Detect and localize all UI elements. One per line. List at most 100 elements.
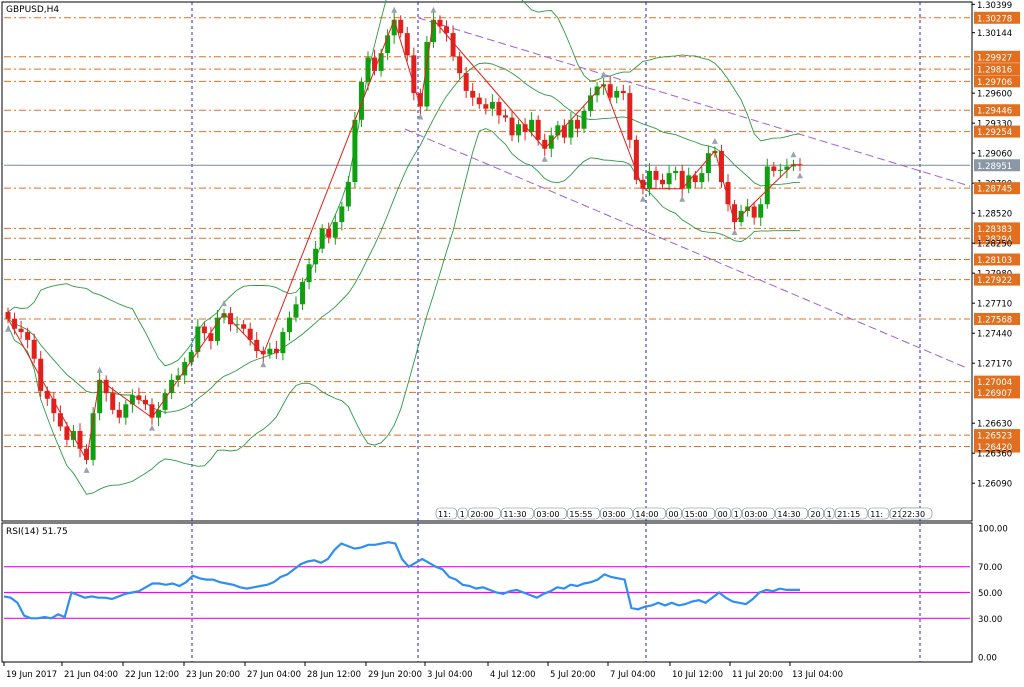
bearish-candle xyxy=(38,358,44,391)
bearish-candle xyxy=(561,125,567,138)
fractal-arrow-icon xyxy=(541,155,548,162)
bearish-candle xyxy=(5,312,11,319)
level-price-label-bg xyxy=(974,222,1020,235)
level-price-label-bg xyxy=(974,429,1020,442)
bullish-candle xyxy=(568,119,574,138)
bearish-candle xyxy=(110,393,116,410)
current-price-label: 1.28951 xyxy=(977,162,1012,172)
bullish-candle xyxy=(123,404,129,418)
bullish-candle xyxy=(555,125,561,136)
price-panel-frame xyxy=(1,1,973,522)
price-axis-label: 1.26090 xyxy=(977,480,1012,490)
bearish-candle xyxy=(574,119,580,129)
level-price-label: 1.27568 xyxy=(977,315,1012,325)
bearish-candle xyxy=(64,426,70,440)
level-price-label: 1.27922 xyxy=(977,276,1012,286)
bearish-candle xyxy=(84,448,90,460)
bearish-candle xyxy=(25,332,31,340)
session-tag-label: 21:15 xyxy=(837,510,860,519)
price-axis-label: 1.27440 xyxy=(977,330,1012,340)
bullish-candle xyxy=(614,90,620,98)
bearish-candle xyxy=(457,56,463,74)
bearish-candle xyxy=(208,333,214,341)
bullish-candle xyxy=(175,375,181,380)
bearish-candle xyxy=(241,324,247,329)
session-tag-label: 00 xyxy=(718,510,728,519)
session-tag-label: 1 xyxy=(460,510,465,519)
level-price-label-bg xyxy=(974,312,1020,325)
bullish-candle xyxy=(391,19,397,36)
level-price-label-bg xyxy=(974,182,1020,195)
session-tag xyxy=(731,507,742,520)
bearish-candle xyxy=(620,90,626,94)
price-axis-label: 1.28520 xyxy=(977,210,1012,220)
bearish-candle xyxy=(31,339,37,359)
price-axis-label: 1.27170 xyxy=(977,360,1012,370)
session-tag xyxy=(666,507,682,520)
bullish-candle xyxy=(378,53,384,71)
rsi-line xyxy=(3,541,800,620)
bearish-candle xyxy=(12,318,18,329)
session-tag-label: 11: xyxy=(870,510,883,519)
session-tag-label: 15:00 xyxy=(685,510,708,519)
bearish-candle xyxy=(77,430,83,449)
bearish-candle xyxy=(509,117,515,136)
bearish-candle xyxy=(116,409,122,418)
bearish-candle xyxy=(51,398,57,414)
bullish-candle xyxy=(581,110,587,129)
time-axis-label: 13 Jul 04:00 xyxy=(792,670,843,680)
session-tag xyxy=(824,507,835,520)
time-axis-label: 29 Jun 20:00 xyxy=(368,670,422,680)
session-tag-label: 00 xyxy=(668,510,678,519)
fractal-arrow-icon xyxy=(5,325,11,332)
bullish-candle xyxy=(90,413,96,460)
bullish-candle xyxy=(758,204,764,218)
bullish-candle xyxy=(313,248,319,265)
bearish-candle xyxy=(247,328,253,340)
bearish-candle xyxy=(254,339,260,351)
session-tag xyxy=(867,507,890,520)
bullish-candle xyxy=(430,19,436,43)
bearish-candle xyxy=(502,115,508,118)
bearish-candle xyxy=(692,175,698,183)
rsi-panel-frame xyxy=(1,522,973,663)
price-axis-label: 1.30144 xyxy=(977,29,1012,39)
bullish-candle xyxy=(673,170,679,174)
time-axis-label: 19 Jun 2017 xyxy=(6,670,57,680)
bullish-candle xyxy=(345,182,351,207)
level-price-label: 1.28294 xyxy=(977,235,1012,245)
bearish-candle xyxy=(18,328,24,333)
bullish-candle xyxy=(784,166,790,170)
session-tag-label: 1 xyxy=(734,510,739,519)
level-price-label: 1.29706 xyxy=(977,78,1012,88)
level-price-label-bg xyxy=(974,232,1020,245)
fractal-arrow-icon xyxy=(711,137,718,144)
level-price-label-bg xyxy=(974,125,1020,138)
bearish-candle xyxy=(404,33,410,56)
bearish-candle xyxy=(326,228,332,238)
bullish-candle xyxy=(286,317,292,333)
bearish-candle xyxy=(633,139,639,180)
level-price-label: 1.26907 xyxy=(977,389,1012,399)
rsi-title: RSI(14) 51.75 xyxy=(6,527,68,537)
level-price-label: 1.30278 xyxy=(977,14,1012,24)
price-axis-label: 1.27710 xyxy=(977,300,1012,310)
bullish-candle xyxy=(332,222,338,238)
level-price-label-bg xyxy=(974,273,1020,286)
session-tag xyxy=(715,507,732,520)
fractal-arrow-icon xyxy=(600,71,607,78)
fractal-arrow-icon xyxy=(790,151,797,158)
time-axis-label: 7 Jul 04:00 xyxy=(610,670,656,680)
fractal-arrow-icon xyxy=(731,229,738,236)
price-axis-label: 1.26630 xyxy=(977,420,1012,430)
zigzag-line xyxy=(7,18,801,462)
bullish-candle xyxy=(339,206,345,223)
bearish-candle xyxy=(771,166,777,171)
session-tag-label: 15:55 xyxy=(569,510,592,519)
level-price-label-bg xyxy=(974,104,1020,117)
bearish-candle xyxy=(679,170,685,189)
bearish-candle xyxy=(660,179,666,185)
price-axis-label: 1.30399 xyxy=(977,1,1012,11)
